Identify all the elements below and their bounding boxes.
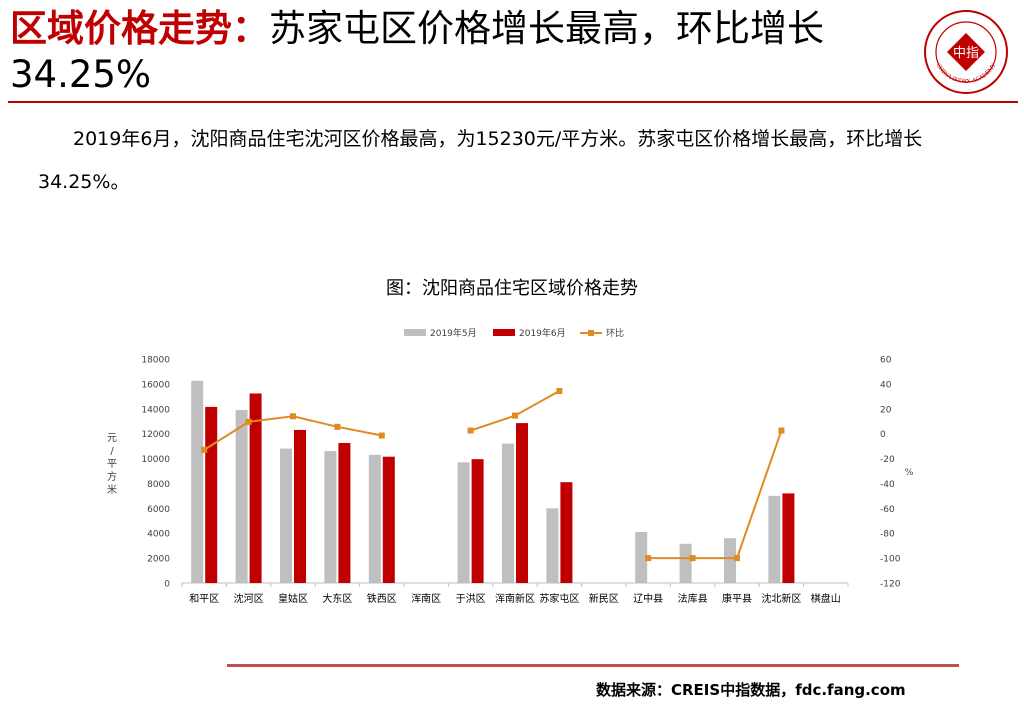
y-right-tick-label: 0 xyxy=(880,430,886,440)
bar-2019-may xyxy=(191,380,204,583)
y-right-tick-label: -20 xyxy=(880,455,895,465)
y-right-tick-label: -120 xyxy=(880,580,901,590)
y-right-axis-label: % xyxy=(905,468,914,478)
title-divider xyxy=(8,101,1018,103)
bar-2019-may xyxy=(679,543,692,583)
x-tick-label: 新民区 xyxy=(589,592,619,605)
y-left-tick-label: 4000 xyxy=(147,530,170,540)
y-right-tick-label: -60 xyxy=(880,505,895,515)
logo-text: 中指 xyxy=(953,46,979,61)
y-left-tick-label: 14000 xyxy=(141,405,170,415)
x-tick-label: 和平区 xyxy=(189,593,219,605)
bar-2019-june xyxy=(782,493,795,583)
mom-change-line xyxy=(470,390,560,432)
x-tick-label: 铁西区 xyxy=(367,592,397,605)
mom-change-point xyxy=(689,555,696,562)
title-highlight: 区域价格走势： xyxy=(10,7,269,50)
mom-change-point xyxy=(512,412,518,419)
bar-2019-may xyxy=(235,410,248,583)
bar-2019-may xyxy=(724,538,736,583)
x-tick-label: 沈河区 xyxy=(234,592,264,605)
y-left-tick-label: 16000 xyxy=(141,380,170,390)
academy-logo: CHINA INDEX ACADEMY 中指 xyxy=(924,10,1008,94)
x-tick-label: 皇姑区 xyxy=(278,592,308,605)
mom-change-point xyxy=(378,432,385,439)
y-right-tick-label: -100 xyxy=(880,555,901,565)
bar-2019-june xyxy=(249,393,262,583)
bar-2019-may xyxy=(280,448,292,583)
y-left-tick-label: 18000 xyxy=(141,356,170,366)
y-left-tick-label: 12000 xyxy=(141,430,170,440)
bar-2019-june xyxy=(471,459,484,583)
mom-change-point xyxy=(334,423,341,430)
mom-change-point xyxy=(734,555,740,562)
y-left-axis-label: 米 xyxy=(107,483,117,496)
data-source: 数据来源：CREIS中指数据，fdc.fang.com xyxy=(596,681,906,699)
y-left-tick-label: 0 xyxy=(164,580,170,590)
legend-swatch-june xyxy=(493,329,515,336)
mom-change-line xyxy=(648,430,783,560)
bar-2019-may xyxy=(768,495,781,583)
x-tick-label: 康平县 xyxy=(722,592,752,605)
x-tick-label: 浑南新区 xyxy=(495,592,535,605)
bar-2019-may xyxy=(546,508,559,583)
mom-change-line xyxy=(203,415,382,451)
x-tick-label: 苏家屯区 xyxy=(539,592,579,605)
bar-2019-june xyxy=(205,406,218,583)
price-trend-chart: 0 2000 4000 6000 8000 10000 12000 14000 16000 180… xyxy=(107,327,914,605)
y-right-tick-label: 20 xyxy=(880,405,892,415)
bar-2019-june xyxy=(516,423,528,583)
y-left-tick-label: 2000 xyxy=(147,555,170,565)
y-left-axis-label: 平 xyxy=(107,459,117,470)
x-tick-label: 棋盘山 xyxy=(811,592,841,605)
bar-2019-june xyxy=(382,456,395,583)
legend-label-june: 2019年6月 xyxy=(519,327,566,339)
mom-change-point xyxy=(556,388,563,395)
bar-2019-june xyxy=(294,429,306,583)
x-tick-label: 沈北新区 xyxy=(761,592,801,605)
y-left-axis-label: / xyxy=(110,446,114,457)
mom-change-point xyxy=(645,555,652,562)
mom-change-point xyxy=(245,418,252,425)
y-left-tick-label: 6000 xyxy=(147,505,170,515)
x-tick-label: 法库县 xyxy=(678,592,708,605)
y-left-tick-label: 8000 xyxy=(147,480,170,490)
legend-swatch-mom-marker xyxy=(588,330,594,336)
summary-text: 2019年6月，沈阳商品住宅沈河区价格最高，为15230元/平方米。苏家屯区价格… xyxy=(38,128,923,193)
mom-change-point xyxy=(201,446,208,453)
bar-2019-may xyxy=(502,443,514,583)
x-tick-label: 大东区 xyxy=(322,592,352,605)
bar-2019-may xyxy=(635,531,648,583)
y-right-tick-label: -80 xyxy=(880,530,895,540)
chart-title: 图：沈阳商品住宅区域价格走势 xyxy=(386,278,638,299)
mom-change-point xyxy=(467,427,474,434)
bar-2019-may xyxy=(457,462,470,583)
bar-2019-may xyxy=(324,451,337,583)
legend-label-mom: 环比 xyxy=(606,327,624,339)
mom-change-point xyxy=(290,413,296,420)
bar-2019-june xyxy=(338,443,351,583)
title-rest: 苏家屯区价格增长最高，环比增长34.25% xyxy=(10,7,824,96)
mom-change-point xyxy=(778,427,785,434)
x-tick-label: 浑南区 xyxy=(411,592,441,605)
x-tick-label: 辽中县 xyxy=(633,592,663,605)
page-title: 区域价格走势：苏家屯区价格增长最高，环比增长34.25% xyxy=(10,6,905,98)
footer-divider xyxy=(227,664,959,667)
x-tick-label: 于洪区 xyxy=(456,593,486,605)
y-right-tick-label: 40 xyxy=(880,380,892,390)
y-left-axis-label: 方 xyxy=(107,470,117,483)
y-right-tick-label: 60 xyxy=(880,356,892,366)
y-right-tick-label: -40 xyxy=(880,480,895,490)
legend-label-may: 2019年5月 xyxy=(430,327,477,339)
y-left-tick-label: 10000 xyxy=(141,455,170,465)
bar-2019-june xyxy=(560,482,573,583)
legend-swatch-may xyxy=(404,329,426,336)
y-left-axis-label: 元 xyxy=(107,433,117,444)
bar-2019-may xyxy=(368,454,381,583)
